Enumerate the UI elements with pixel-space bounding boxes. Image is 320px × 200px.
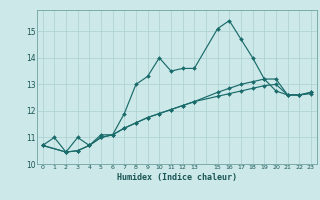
X-axis label: Humidex (Indice chaleur): Humidex (Indice chaleur) xyxy=(117,173,237,182)
